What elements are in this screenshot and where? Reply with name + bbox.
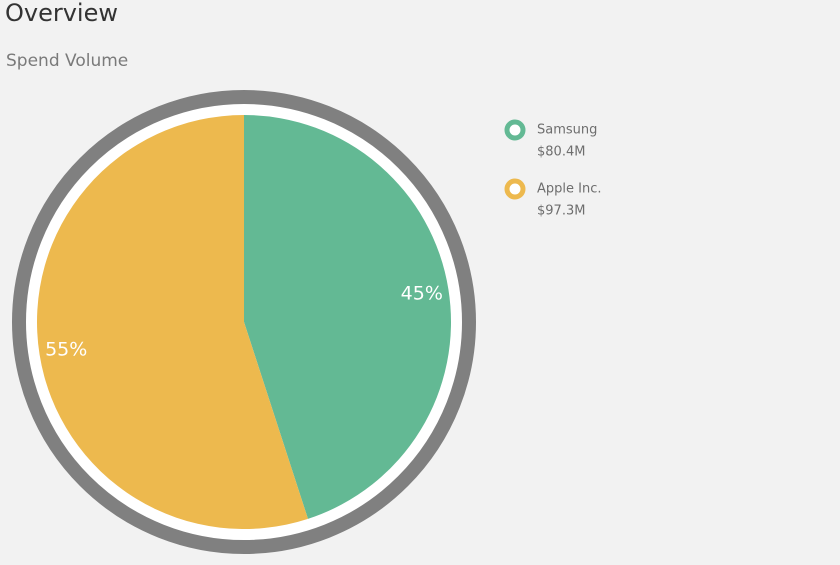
pie-slice xyxy=(244,115,451,519)
legend-icon xyxy=(504,119,526,141)
legend-icon xyxy=(504,178,526,200)
legend-total: $80.4M xyxy=(537,145,585,160)
slice-label: 55% xyxy=(45,339,87,361)
legend-total: $97.3M xyxy=(537,204,585,219)
legend-label: Apple Inc. xyxy=(537,182,602,197)
page-title: Overview xyxy=(5,0,118,27)
legend-label: Samsung xyxy=(537,123,597,138)
pie-slice xyxy=(36,115,308,530)
slice-label: 45% xyxy=(401,282,443,304)
section-title: Spend Volume xyxy=(6,51,128,71)
